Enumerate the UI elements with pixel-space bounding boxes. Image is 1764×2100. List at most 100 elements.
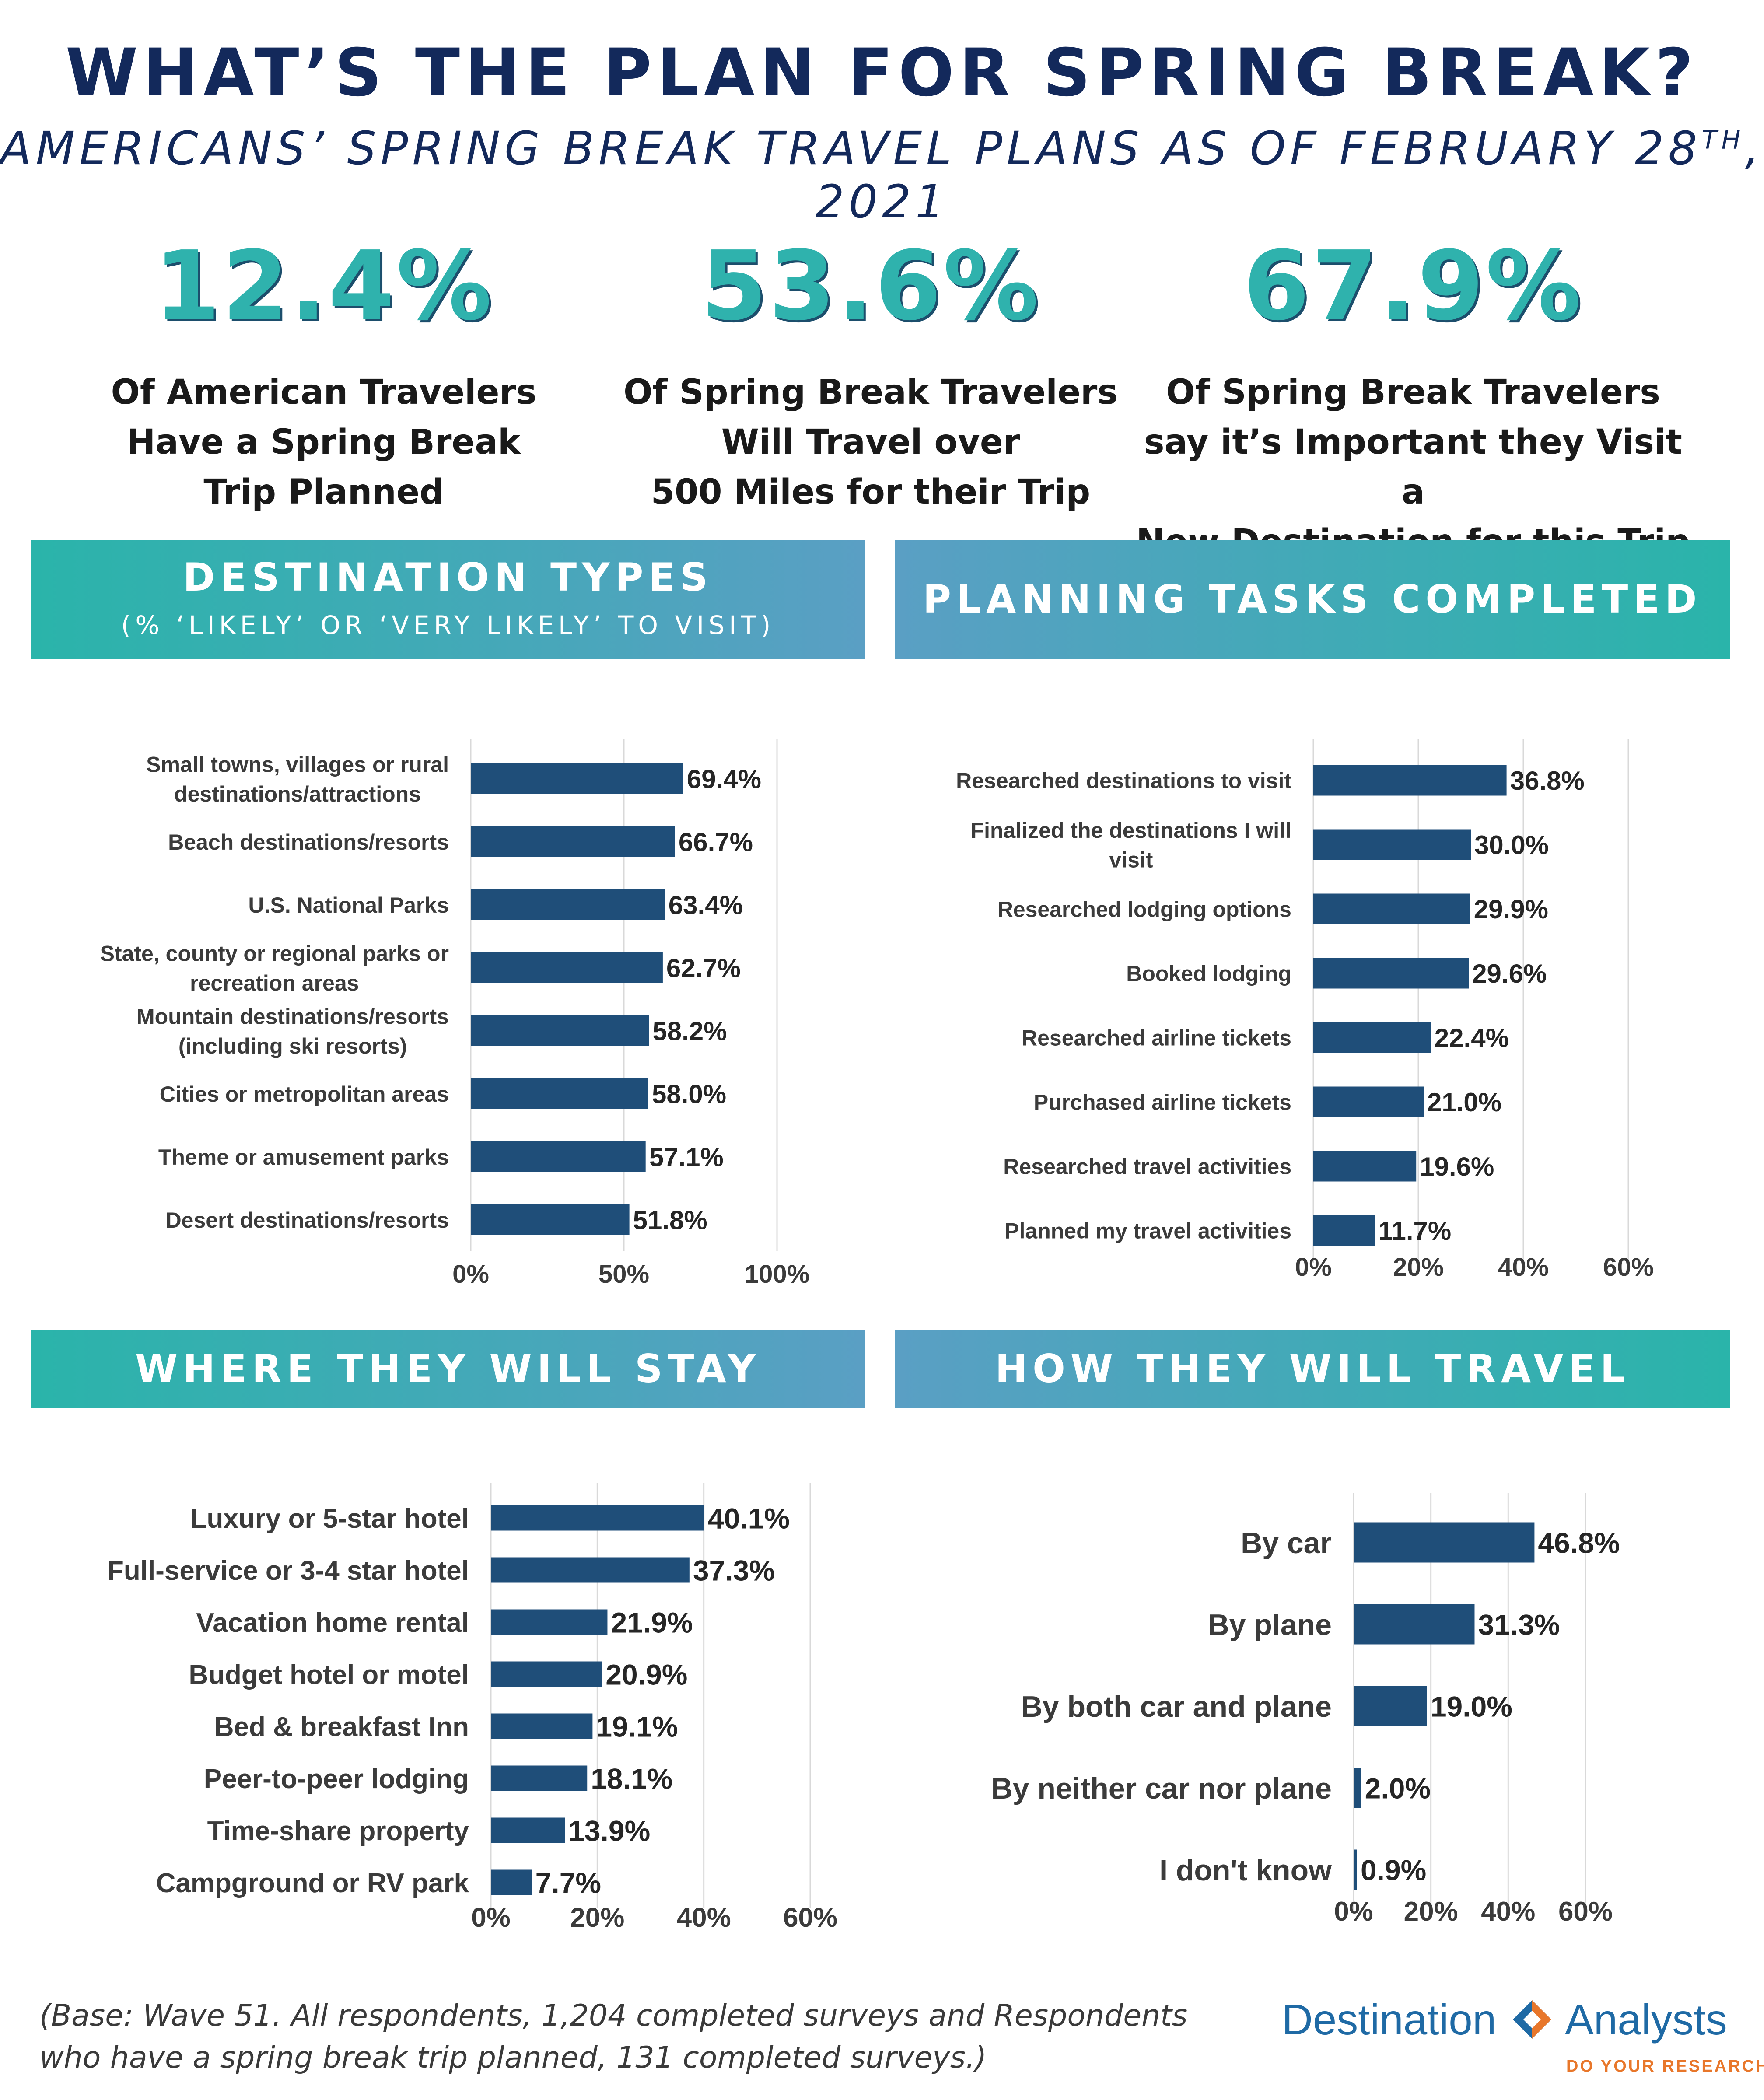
category-label: destinations/attractions [174,782,421,806]
bar [491,1505,704,1531]
data-label: 19.6% [1420,1152,1494,1181]
bar [491,1817,565,1843]
section-subtitle: (% ‘LIKELY’ OR ‘VERY LIKELY’ TO VISIT) [121,610,775,640]
tick-label: 50% [598,1260,649,1288]
tick-label: 40% [1498,1253,1549,1281]
data-label: 66.7% [679,828,753,857]
data-label: 13.9% [568,1814,650,1847]
category-label: Luxury or 5-star hotel [190,1504,469,1534]
data-label: 58.0% [652,1080,726,1109]
category-label: Researched airline tickets [1022,1026,1292,1050]
stat-line: 500 Miles for their Trip [651,472,1091,512]
data-label: 40.1% [708,1502,790,1534]
data-label: 62.7% [666,954,741,983]
stat-line: Of Spring Break Travelers [623,373,1118,412]
stat-value: 53.6% [700,231,1041,342]
section-banner-destination-types: DESTINATION TYPES (% ‘LIKELY’ OR ‘VERY L… [31,540,865,659]
bar [1354,1604,1475,1645]
category-label: Mountain destinations/resorts [136,1004,449,1029]
stat-travelers-with-trip: 12.4% Of American Travelers Have a Sprin… [39,232,608,517]
category-label: Beach destinations/resorts [168,830,449,854]
stat-description: Of Spring Break Travelers Will Travel ov… [586,368,1155,517]
logo-word-destination: Destination [1282,1995,1497,2044]
stat-value: 67.9% [1243,231,1583,342]
data-label: 37.3% [693,1554,775,1586]
page-subtitle: AMERICANS’ SPRING BREAK TRAVEL PLANS AS … [0,122,1764,228]
stat-line: Of American Travelers [111,373,537,412]
bar [1313,958,1469,989]
category-label: Small towns, villages or rural [146,752,449,777]
stat-line: Trip Planned [203,472,444,512]
bar [491,1661,602,1687]
data-label: 0.9% [1361,1854,1426,1886]
data-label: 46.8% [1538,1526,1620,1559]
tick-label: 40% [1481,1897,1535,1927]
data-label: 22.4% [1435,1023,1509,1053]
bar [1313,1151,1417,1182]
category-label: Vacation home rental [196,1608,469,1638]
category-label: By car [1241,1526,1332,1560]
stat-description: Of American Travelers Have a Spring Brea… [39,368,608,517]
category-label: visit [1109,847,1153,872]
tick-label: 60% [1558,1897,1613,1927]
logo-word-analysts: Analysts [1565,1995,1727,2044]
tick-label: 60% [783,1903,837,1933]
data-label: 20.9% [606,1658,687,1690]
category-label: U.S. National Parks [248,893,449,917]
bar [1354,1849,1357,1890]
category-label: Campground or RV park [156,1868,469,1898]
category-label: (including ski resorts) [178,1034,407,1058]
data-label: 21.0% [1427,1088,1502,1117]
where-stay-chart: 40.1% Luxury or 5-star hotel 37.3% Full-ser… [107,1483,837,1933]
bar [1313,1022,1431,1053]
bar [471,1204,630,1235]
data-label: 36.8% [1510,766,1585,795]
footnote: (Base: Wave 51. All respondents, 1,204 c… [39,1995,1221,2079]
bar [471,1141,646,1172]
bar [471,826,675,857]
logo-diamond-icon [1512,2000,1551,2039]
data-label: 63.4% [668,891,743,920]
section-title: PLANNING TASKS COMPLETED [923,577,1702,622]
data-label: 51.8% [633,1206,707,1235]
category-label: Desert destinations/resorts [166,1208,449,1232]
bar [471,952,663,983]
data-label: 57.1% [649,1143,724,1172]
planning-tasks-chart: 36.8% Researched destinations to visit 30.… [956,739,1654,1281]
bar [1354,1522,1535,1563]
data-label: 21.9% [611,1606,693,1638]
category-label: Full-service or 3-4 star hotel [107,1556,469,1586]
stat-line: Of Spring Break Travelers [1166,373,1660,412]
category-label: Planned my travel activities [1004,1219,1292,1243]
bar [1313,765,1507,796]
category-label: Researched destinations to visit [956,769,1292,793]
section-banner-planning-tasks: PLANNING TASKS COMPLETED [895,540,1730,659]
category-label: Researched travel activities [1003,1155,1292,1179]
tick-label: 0% [471,1903,511,1933]
category-label: Finalized the destinations I will [971,818,1292,843]
section-title: HOW THEY WILL TRAVEL [995,1346,1630,1391]
stat-line: Have a Spring Break [127,423,521,462]
bar [491,1557,690,1583]
data-label: 29.6% [1472,959,1547,988]
bar [491,1609,608,1635]
category-label: Purchased airline tickets [1034,1090,1292,1115]
subtitle-year: , 2021 [815,122,1764,228]
category-label: Budget hotel or motel [189,1660,469,1690]
tick-label: 60% [1603,1253,1654,1281]
how-travel-chart: 46.8% By car 31.3% By plane 19.0% By both car… [991,1493,1620,1927]
bar [471,889,665,920]
tick-label: 0% [452,1260,489,1288]
bar [1313,1215,1375,1246]
bar [491,1869,532,1895]
bar [491,1713,593,1739]
section-banner-how-travel: HOW THEY WILL TRAVEL [895,1330,1730,1408]
data-label: 18.1% [591,1762,672,1795]
category-label: By both car and plane [1021,1690,1332,1723]
category-label: Peer-to-peer lodging [204,1764,469,1794]
category-label: State, county or regional parks or [100,941,449,966]
bar [471,1015,649,1046]
footnote-line: who have a spring break trip planned, 13… [39,2040,987,2075]
tick-label: 20% [1393,1253,1444,1281]
data-label: 19.1% [596,1710,678,1743]
